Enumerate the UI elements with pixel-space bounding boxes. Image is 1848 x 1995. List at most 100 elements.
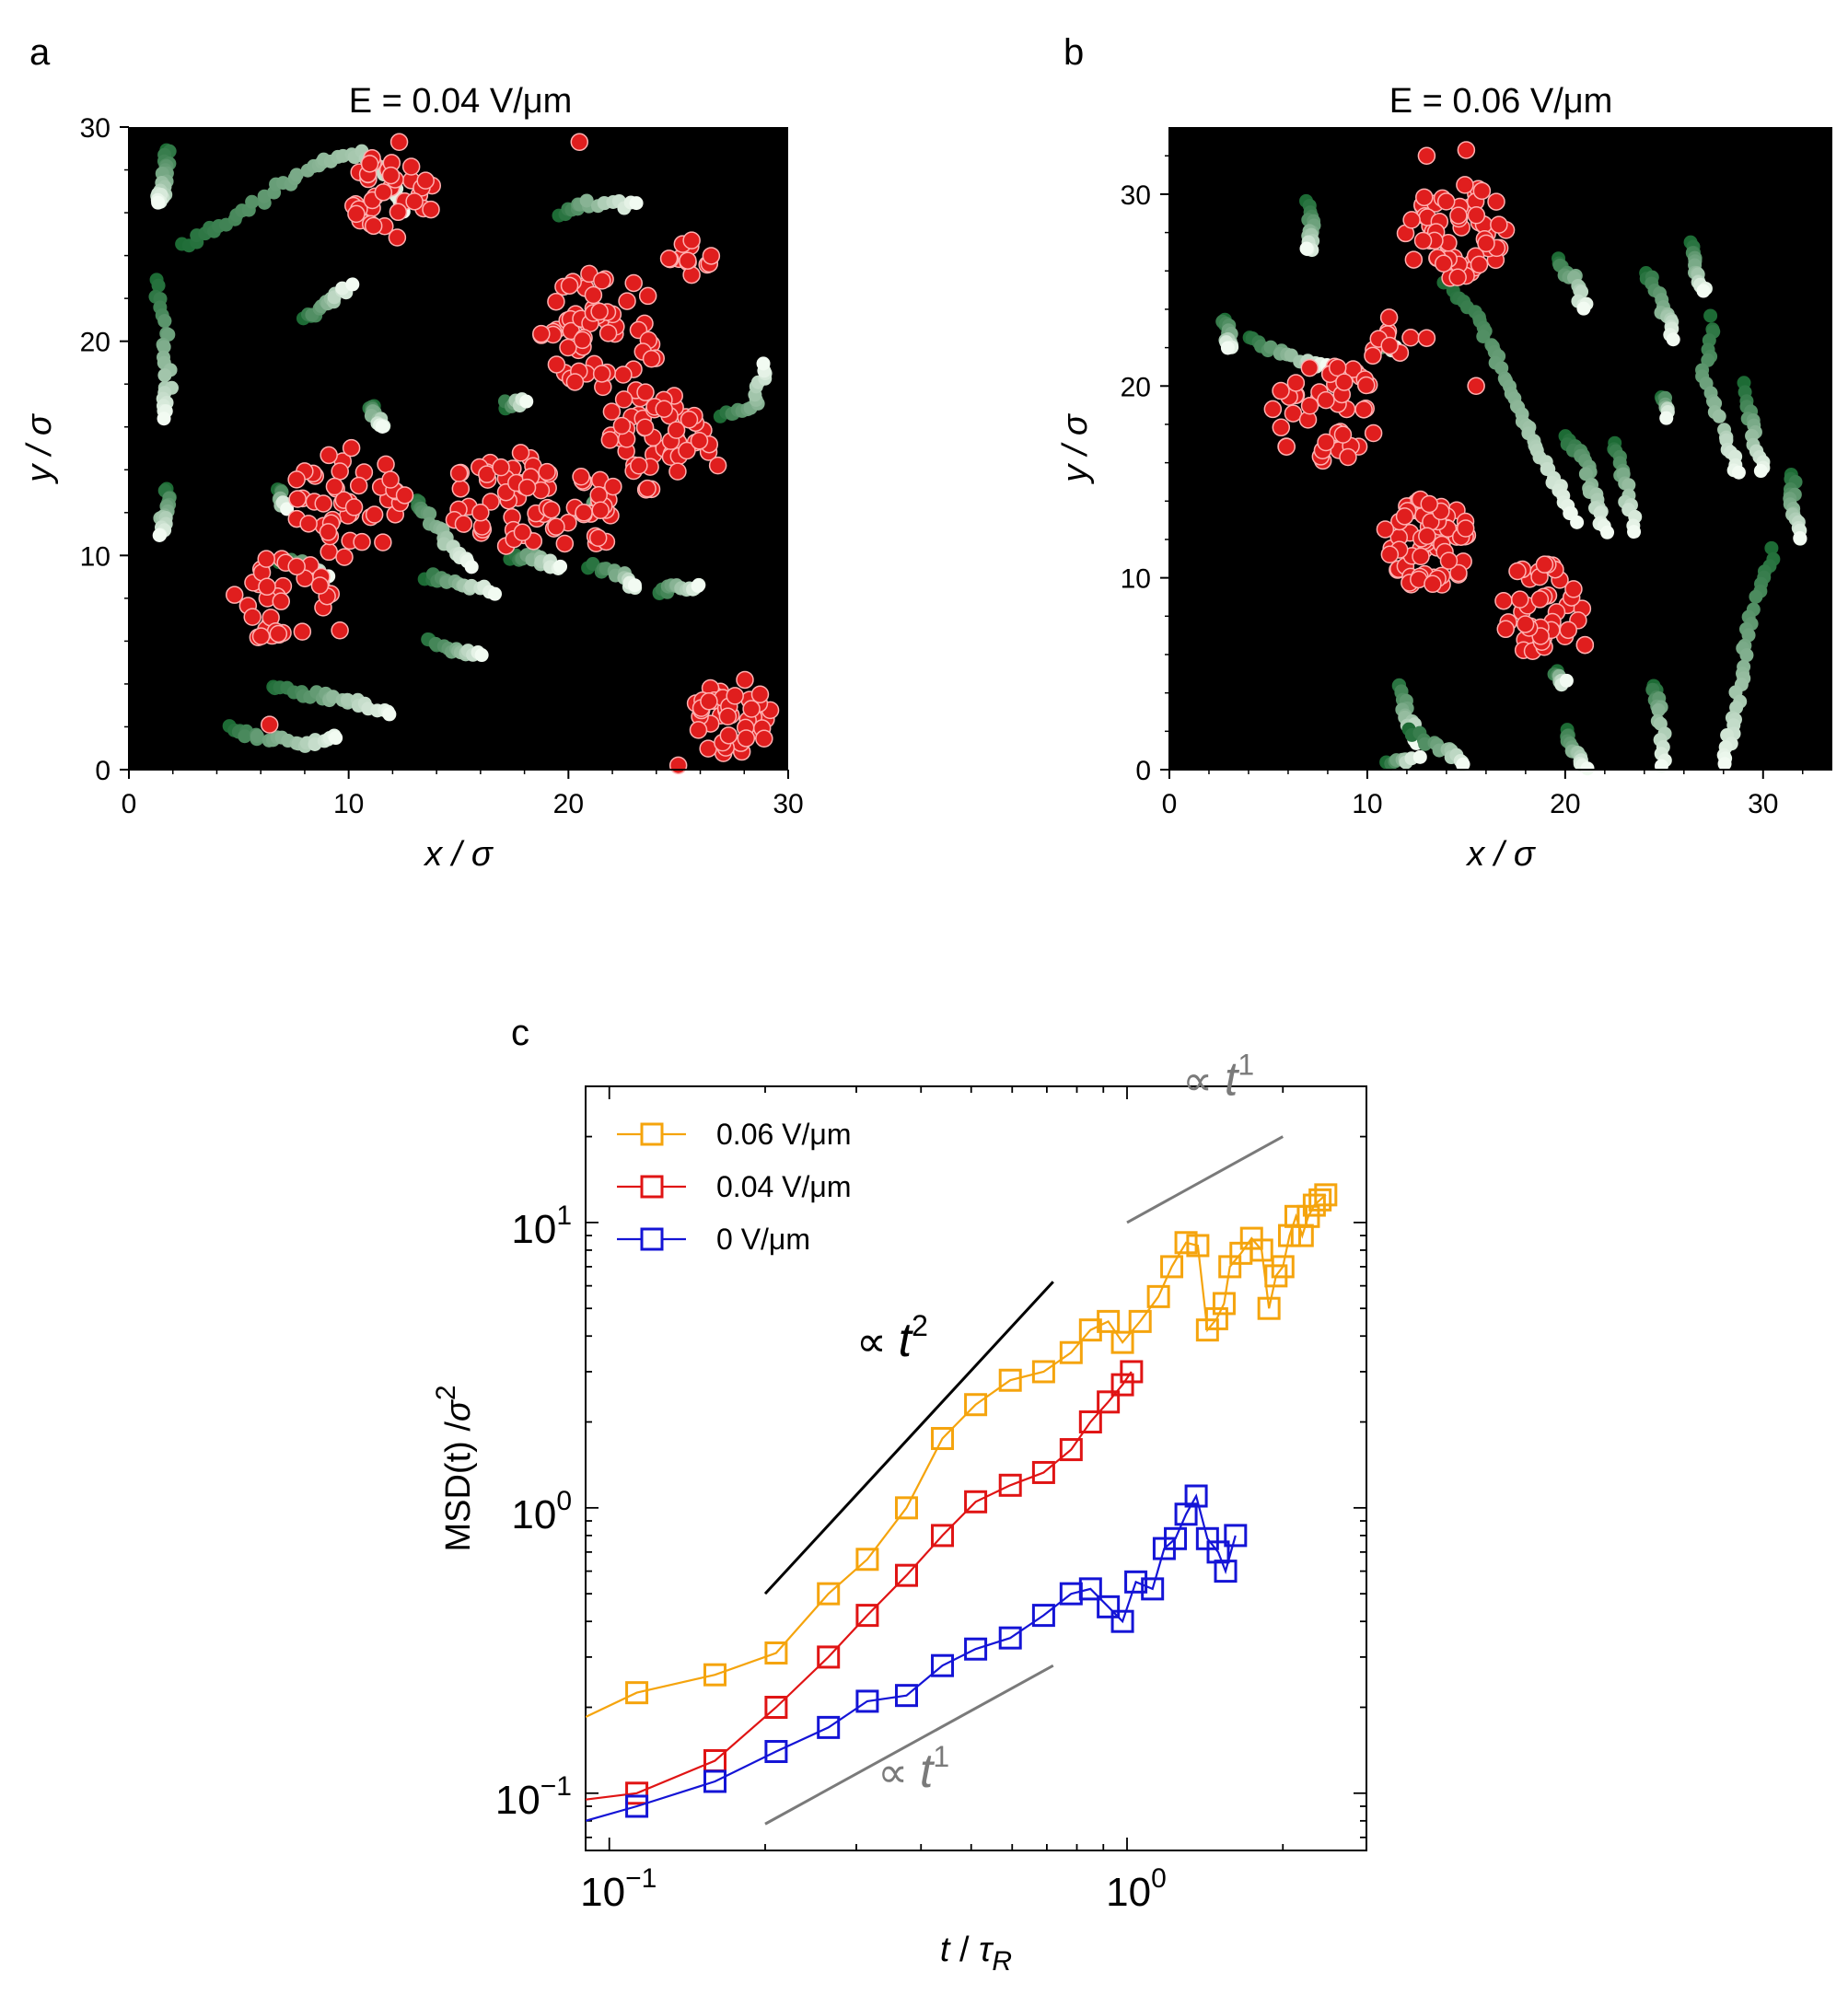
panel-a-passive-particle — [251, 627, 271, 645]
panel-b-passive-particle — [1470, 255, 1489, 274]
panel-a-passive-particle — [342, 438, 361, 458]
panel-a-passive-particle — [471, 504, 490, 522]
panel-a-passive-particle — [589, 486, 608, 505]
panel-a-trajectory-point — [579, 193, 594, 208]
panel-b-passive-particle — [1402, 211, 1421, 229]
panel-c-x-tick-label: 10−1 — [580, 1863, 657, 1915]
panel-c-data-point — [1141, 1577, 1165, 1601]
panel-a-passive-particle — [293, 622, 312, 641]
panel-c-data-point — [1214, 1560, 1238, 1583]
panel-b-trajectory-point — [1476, 329, 1491, 343]
panel-b-trajectory-point — [1621, 478, 1636, 493]
panel-a-passive-particle — [310, 576, 330, 595]
panel-c-legend-marker — [640, 1175, 664, 1199]
panel-a-passive-particle — [638, 286, 657, 306]
panel-a-y-tick-label: 10 — [80, 541, 110, 572]
panel-a-passive-particle — [588, 528, 608, 547]
panel-c-series-group — [586, 1183, 1338, 1822]
panel-a-trajectory-point — [157, 412, 171, 426]
panel-a-passive-particle — [260, 715, 279, 734]
panel-b-trajectory-point — [1600, 525, 1615, 539]
panel-b-y-tick-label: 30 — [1121, 180, 1151, 211]
panel-a-passive-particle — [593, 272, 611, 290]
panel-c-ylabel: MSD(t) /σ2 — [431, 1385, 478, 1551]
panel-b-passive-particle — [1487, 192, 1505, 211]
panel-a-trajectory-point — [423, 506, 437, 521]
panel-a-x-tick-label: 10 — [333, 789, 364, 819]
panel-b-passive-particle — [1317, 433, 1335, 452]
panel-c-data-point — [1078, 1410, 1102, 1434]
panel-a-trajectory-point — [329, 731, 343, 746]
panel-a-passive-particle — [335, 548, 354, 566]
panel-a-passive-particle — [288, 490, 307, 508]
panel-a-passive-particle — [555, 534, 575, 553]
panel-b: b E = 0.06 V/μm 00 10 10 20 20 30 30 x / σ y /… — [1056, 32, 1832, 874]
panel-a-passive-particle — [272, 592, 290, 610]
panel-b-passive-particle — [1510, 590, 1529, 609]
panel-a-passive-particle — [513, 523, 532, 542]
panel-a-passive-particle — [708, 456, 727, 475]
panel-b-x-tick-label: 0 — [1162, 789, 1178, 819]
panel-b-passive-particle — [1284, 404, 1303, 423]
panel-a-trajectory-point — [245, 194, 260, 209]
panel-b-passive-particle — [1286, 374, 1306, 392]
panel-a-passive-particle — [737, 729, 756, 748]
panel-c-y-tick-label: 10−1 — [495, 1771, 572, 1823]
panel-a-passive-particle — [736, 670, 754, 690]
panel-c-data-point — [964, 1393, 988, 1417]
panel-c-guide-label: ∝ t1 — [878, 1740, 949, 1798]
panel-c-data-point — [894, 1563, 918, 1587]
panel-a-passive-particle — [257, 550, 275, 568]
panel-c-guide-label: ∝ t1 — [1182, 1048, 1254, 1106]
panel-a-passive-particle — [682, 231, 701, 249]
panel-c-data-point — [1174, 1231, 1198, 1255]
panel-b-trajectory-point — [1559, 673, 1574, 688]
panel-c-data-point — [1078, 1577, 1102, 1601]
panel-b-passive-particle — [1376, 520, 1395, 539]
panel-a-letter: a — [29, 32, 51, 73]
panel-a-passive-particle — [570, 133, 589, 152]
panel-a-xlabel: x / σ — [423, 835, 494, 874]
panel-a-passive-particle — [679, 251, 697, 270]
panel-a-passive-particle — [614, 365, 633, 384]
panel-a-passive-particle — [668, 756, 688, 775]
panel-b-passive-particle — [1335, 373, 1354, 391]
panel-a-passive-particle — [538, 462, 556, 481]
panel-c-data-point — [817, 1715, 841, 1739]
panel-b-passive-particle — [1467, 377, 1485, 396]
panel-b-passive-particle — [1415, 188, 1434, 207]
panel-c-data-point — [931, 1653, 955, 1677]
panel-a-passive-particle — [618, 292, 636, 310]
panel-a-passive-particle — [449, 464, 469, 482]
panel-b-trajectory-point — [1741, 628, 1756, 643]
panel-a: a E = 0.04 V/μm 00 10 10 20 20 30 30 x / σ y /… — [20, 32, 804, 874]
panel-b-passive-particle — [1467, 206, 1486, 225]
panel-a-passive-particle — [635, 418, 655, 436]
panel-a-passive-particle — [478, 465, 496, 483]
panel-a-trajectory-point — [756, 356, 771, 371]
panel-a-trajectory-point — [157, 368, 172, 383]
panel-c: c 10−1 100 10−1 100 101 ∝ t2 ∝ t1 ∝ t1 0.06 V/… — [431, 1013, 1367, 1977]
panel-a-ylabel: y / σ — [20, 412, 59, 485]
panel-c-data-point — [1271, 1255, 1295, 1279]
panel-c-guide-line — [764, 1664, 1054, 1826]
panel-b-trajectory-point — [1753, 464, 1768, 479]
panel-b-passive-particle — [1300, 396, 1319, 415]
panel-c-data-point — [998, 1473, 1022, 1497]
panel-b-x-tick-label: 10 — [1352, 789, 1382, 819]
panel-a-passive-particle — [755, 729, 773, 748]
panel-a-passive-particle — [573, 331, 592, 350]
panel-a-passive-particle — [690, 432, 709, 450]
panel-c-data-point — [1204, 1306, 1228, 1330]
panel-a-title: E = 0.04 V/μm — [349, 82, 573, 121]
panel-b-axes: 00 10 10 20 20 30 30 — [1121, 127, 1832, 819]
panel-b-trajectory-point — [1456, 757, 1470, 771]
panel-b-passive-particle — [1472, 181, 1492, 201]
panel-a-passive-particle — [591, 501, 610, 520]
panel-b-passive-particle — [1417, 146, 1436, 166]
panel-c-series-line — [586, 1493, 1237, 1822]
panel-a-passive-particle — [547, 517, 565, 536]
panel-a-trajectory-point — [151, 195, 166, 210]
panel-c-y-tick-label: 101 — [511, 1200, 572, 1252]
panel-a-passive-particle — [542, 500, 561, 519]
